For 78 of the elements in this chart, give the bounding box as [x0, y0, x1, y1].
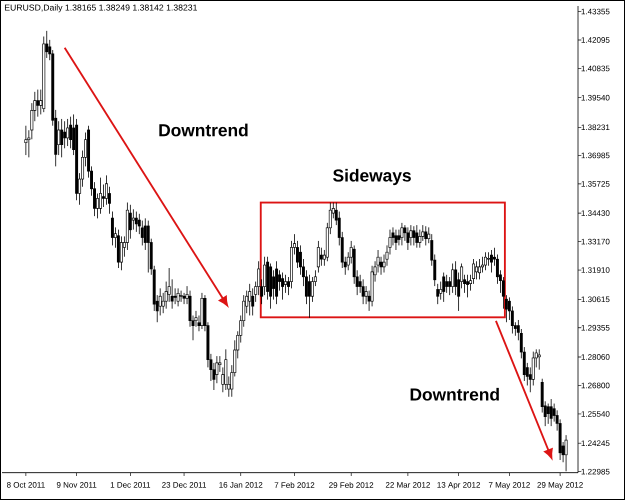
candlestick [120, 236, 123, 271]
candlestick [180, 290, 183, 302]
candlestick [128, 204, 132, 240]
chart-title: EURUSD,Daily 1.38165 1.38249 1.38142 1.38231 [4, 4, 198, 12]
candlestick [478, 258, 481, 280]
candlestick [490, 250, 493, 273]
y-tick-label: 1.28060 [582, 354, 610, 360]
candlestick [418, 229, 422, 248]
annotation: Sideways [333, 168, 411, 186]
x-tick-label: 23 Dec 2011 [162, 482, 206, 488]
candlestick [60, 118, 64, 158]
y-tick-label: 1.42095 [582, 37, 610, 43]
candlestick [445, 274, 448, 294]
candlestick [308, 274, 311, 318]
candlestick [110, 211, 114, 246]
y-tick-label: 1.43355 [582, 8, 610, 14]
candlestick [272, 270, 276, 300]
candlestick [394, 229, 398, 250]
y-tick-label: 1.33170 [582, 238, 610, 244]
candlestick [134, 211, 138, 232]
x-tick-label: 8 Oct 2011 [6, 482, 45, 488]
candlestick [487, 252, 490, 266]
candlestick [550, 398, 553, 427]
y-tick-label: 1.26800 [582, 382, 610, 388]
candlestick [132, 208, 135, 230]
candlestick [484, 252, 487, 271]
candlestick [475, 260, 478, 280]
y-tick-label: 1.39540 [582, 94, 610, 101]
candlestick [24, 125, 28, 156]
candlestick [412, 226, 416, 246]
candlestick [362, 278, 365, 305]
x-tick-label: 13 Apr 2012 [437, 482, 480, 490]
candlestick [538, 348, 541, 370]
candlestick [400, 222, 404, 246]
x-tick-label: 9 Nov 2011 [56, 482, 96, 488]
candlestick [36, 89, 40, 118]
candlestick [406, 226, 410, 250]
candlestick [320, 247, 323, 266]
y-tick-label: 1.29355 [582, 324, 610, 331]
candlestick [424, 226, 428, 246]
candlestick [409, 224, 412, 246]
y-tick-label: 1.38231 [582, 124, 610, 130]
y-tick-label: 1.36985 [582, 152, 610, 158]
candlestick [176, 288, 180, 307]
candlestick [66, 118, 70, 146]
y-tick-label: 1.40835 [582, 66, 610, 72]
candlestick [451, 263, 454, 294]
x-tick-label: 7 May 2012 [488, 482, 530, 490]
candlestick [316, 240, 320, 273]
candlestick [57, 120, 60, 156]
y-tick-label: 1.30615 [582, 296, 610, 302]
y-tick-label: 1.25540 [582, 411, 610, 417]
candlestick [174, 288, 177, 305]
candlestick [102, 184, 105, 208]
annotation: Downtrend [410, 388, 499, 401]
candlestick [442, 272, 446, 302]
y-tick-label: 1.31910 [582, 267, 610, 273]
x-tick-label: 16 Jan 2012 [219, 482, 262, 488]
candlestick [248, 283, 252, 316]
x-tick-label: 29 May 2012 [537, 482, 583, 490]
candlestick [546, 403, 550, 424]
candlestick [284, 274, 287, 294]
candlestick [182, 292, 186, 305]
x-tick-label: 7 Feb 2012 [274, 482, 314, 488]
y-tick-label: 1.34430 [582, 210, 610, 216]
x-tick-label: 22 Mar 2012 [386, 482, 430, 488]
y-tick-label: 1.24245 [582, 440, 610, 446]
candlestick [63, 120, 66, 149]
x-tick-label: 29 Feb 2012 [329, 482, 374, 488]
candlestick [99, 177, 102, 214]
candlestick [218, 356, 222, 372]
annotation: Downtrend [159, 124, 248, 136]
y-tick-label: 1.35725 [582, 181, 610, 187]
candlestick [281, 272, 284, 300]
candlestick [466, 274, 470, 298]
x-tick-label: 1 Dec 2011 [110, 482, 150, 488]
y-tick-label: 1.22985 [582, 468, 610, 474]
candlestick [415, 224, 418, 248]
